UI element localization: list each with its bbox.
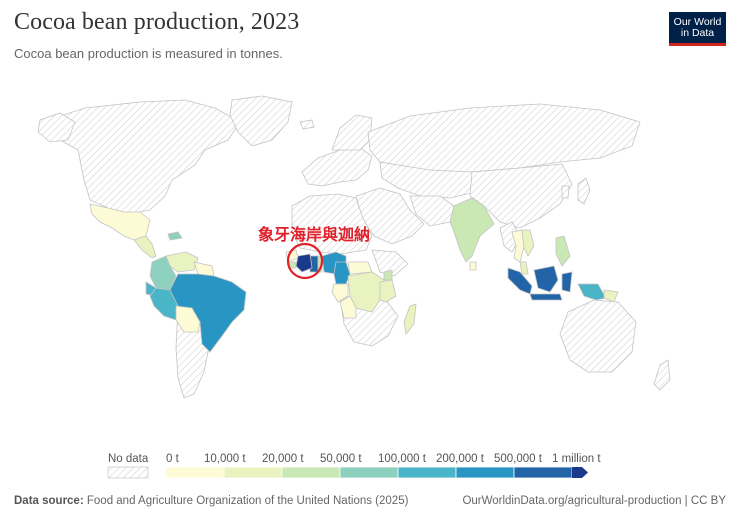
country-uganda: [383, 269, 393, 281]
legend-swatch-5: [455, 466, 515, 479]
country-tanzania: [379, 279, 397, 303]
region-alaska: [37, 112, 76, 143]
country-papua-new-guinea: [577, 283, 607, 301]
source-text: Food and Agriculture Organization of the…: [86, 495, 409, 507]
country-gabon-congo: [331, 283, 349, 303]
region-new-zealand: [653, 359, 671, 391]
legend-bin-label-7: 1 million t: [552, 453, 601, 465]
country-philippines: [555, 235, 571, 267]
legend-swatch-6: [513, 466, 573, 479]
legend-swatch-1: [223, 466, 283, 479]
logo-line-2: in Data: [680, 27, 715, 39]
country-sri-lanka: [469, 261, 477, 271]
country-bolivia: [175, 305, 201, 333]
legend-bin-label-0: 0 t: [166, 453, 180, 465]
region-korea: [561, 185, 570, 199]
region-scandinavia: [331, 114, 373, 151]
annotation-label: 象牙海岸與迦納: [258, 225, 370, 244]
country-angola: [339, 295, 357, 319]
country-indonesia-sumatra: [507, 267, 533, 295]
region-central-asia: [379, 161, 477, 199]
legend-swatch-7: [572, 467, 588, 478]
region-north-america: [41, 99, 241, 215]
legend-swatch-4: [397, 466, 457, 479]
country-cote-divoire: [295, 253, 313, 273]
country-india: [449, 197, 495, 263]
region-australia: [559, 299, 637, 373]
country-indonesia-borneo: [533, 265, 559, 293]
region-iceland: [299, 119, 315, 130]
region-japan: [577, 177, 591, 205]
country-colombia: [149, 255, 177, 291]
country-caribbean: [167, 231, 183, 241]
source-line: Data source: Food and Agriculture Organi…: [14, 495, 408, 507]
chart-title: Cocoa bean production, 2023: [14, 9, 300, 35]
legend-bin-label-3: 50,000 t: [320, 453, 362, 465]
region-europe: [301, 147, 373, 187]
source-label: Data source:: [14, 495, 84, 507]
region-east-africa: [371, 249, 409, 277]
country-malaysia: [519, 261, 529, 275]
country-indonesia-java: [529, 293, 563, 301]
country-madagascar: [403, 303, 417, 335]
legend-no-data-swatch: [107, 466, 149, 479]
region-middle-east: [355, 187, 425, 245]
producer-regions: [89, 197, 619, 353]
region-russia: [367, 103, 641, 173]
country-solomon-islands: [603, 289, 619, 303]
world-map: 象牙海岸與迦納: [37, 95, 671, 399]
legend-bin-label-2: 20,000 t: [262, 453, 304, 465]
country-indonesia-sulawesi: [561, 271, 573, 293]
legend-swatch-0: [165, 466, 225, 479]
country-vietnam: [521, 229, 535, 257]
chart-subtitle: Cocoa bean production is measured in ton…: [14, 46, 283, 61]
legend-bin-label-1: 10,000 t: [204, 453, 246, 465]
legend-bins: 0 t 10,000 t 20,000 t 50,000 t 100,000 t 200,…: [165, 453, 601, 479]
legend-swatch-3: [339, 466, 399, 479]
source-url[interactable]: OurWorldinData.org/agricultural-producti…: [462, 495, 726, 507]
logo-line-1: Our World: [673, 16, 722, 28]
legend-swatch-2: [281, 466, 341, 479]
owid-logo[interactable]: Our World in Data: [669, 12, 726, 46]
country-brazil: [169, 273, 247, 353]
color-legend: No data 0 t 10,000 t 20,000 t 50,000 t 100,0…: [107, 453, 601, 479]
legend-bin-label-6: 500,000 t: [494, 453, 543, 465]
annotation-circle: [286, 242, 324, 280]
country-central-america: [133, 235, 157, 259]
country-cameroon: [333, 261, 351, 285]
region-greenland: [229, 95, 293, 147]
legend-bin-label-4: 100,000 t: [378, 453, 427, 465]
legend-no-data-label: No data: [108, 453, 149, 465]
no-data-regions: [37, 95, 671, 399]
legend-bin-label-5: 200,000 t: [436, 453, 485, 465]
